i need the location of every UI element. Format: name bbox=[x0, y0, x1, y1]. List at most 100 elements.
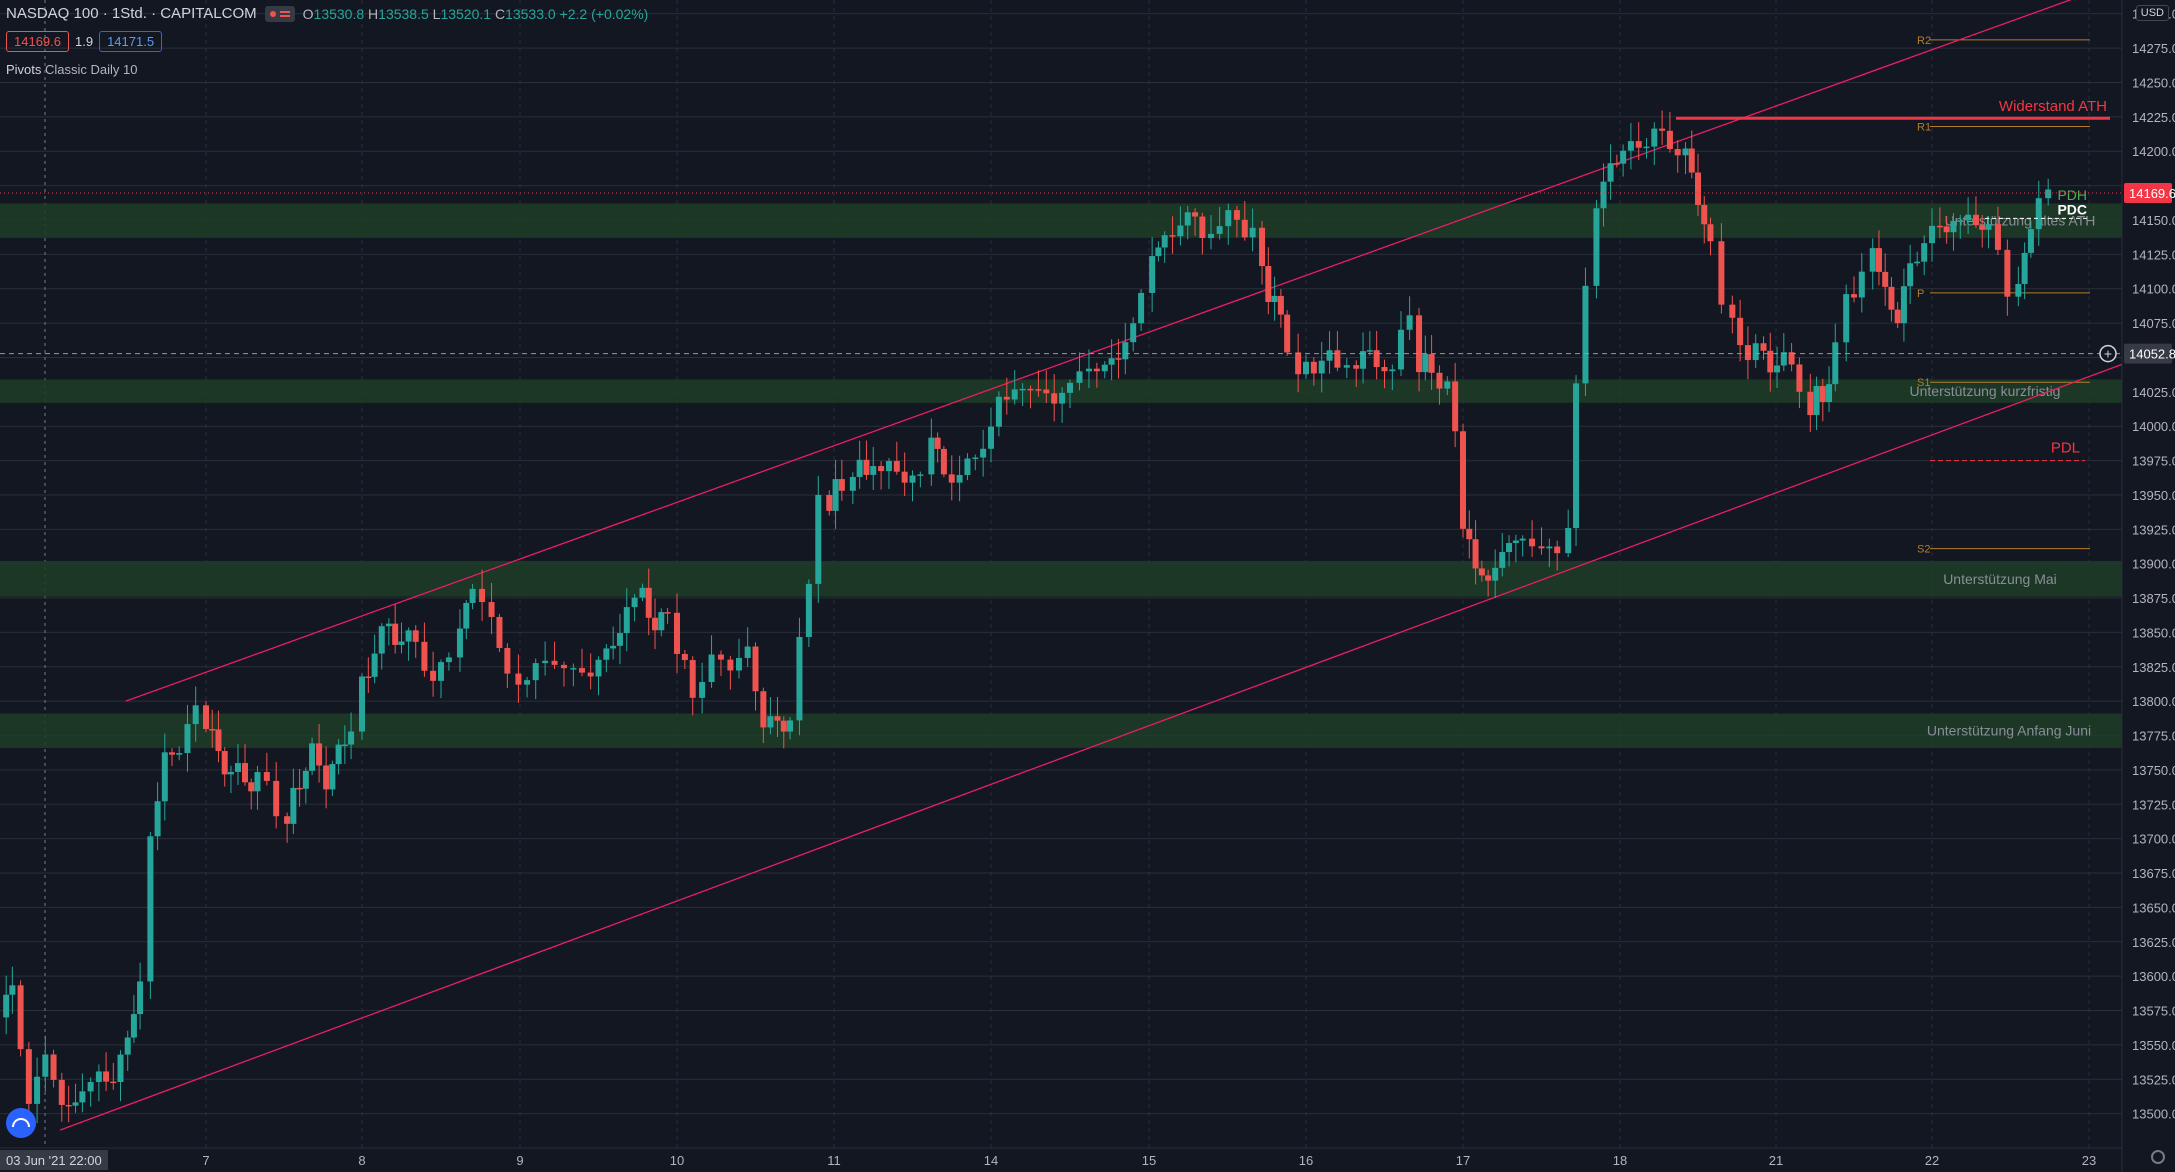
candle-body bbox=[1067, 382, 1073, 393]
tradingview-logo-icon[interactable] bbox=[6, 1108, 36, 1138]
visibility-toggle-icon[interactable] bbox=[264, 5, 295, 22]
candle-body bbox=[147, 836, 154, 982]
candle-body bbox=[176, 753, 183, 755]
candle-body bbox=[1796, 364, 1803, 392]
candle-body bbox=[774, 716, 781, 721]
candle-body bbox=[1718, 241, 1725, 305]
time-tick-label: 17 bbox=[1456, 1153, 1470, 1168]
candle-body bbox=[2015, 283, 2022, 297]
candle-body bbox=[124, 1037, 131, 1055]
candle-body bbox=[1843, 294, 1850, 343]
candle-body bbox=[1295, 352, 1302, 375]
price-tick-label: 13975.0 bbox=[2132, 454, 2175, 469]
time-tick-label: 10 bbox=[670, 1153, 684, 1168]
time-axis-bg bbox=[0, 1148, 2122, 1172]
candle-body bbox=[1780, 352, 1787, 366]
time-tick-label: 21 bbox=[1769, 1153, 1783, 1168]
candle-body bbox=[631, 597, 638, 608]
candle-body bbox=[1538, 546, 1545, 549]
candle-body bbox=[1452, 381, 1459, 432]
plus-icon[interactable]: + bbox=[2104, 346, 2112, 362]
candle-body bbox=[1674, 149, 1681, 156]
candle-body bbox=[309, 743, 316, 771]
candle-body bbox=[1303, 361, 1309, 375]
candle-body bbox=[1492, 567, 1499, 581]
add-alert-icon[interactable] bbox=[2099, 344, 2117, 363]
sell-button[interactable]: 14169.6 bbox=[6, 31, 69, 52]
candle-body bbox=[1416, 315, 1423, 373]
candle-body bbox=[1460, 431, 1466, 529]
price-axis[interactable]: 13500.0 13525.0 13550.0 13575.0 13600.0 13625… bbox=[2121, 0, 2175, 1172]
buy-button[interactable]: 14171.5 bbox=[99, 31, 163, 52]
candle-body bbox=[438, 662, 444, 681]
candle-body bbox=[560, 664, 567, 669]
candle-body bbox=[34, 1076, 41, 1104]
price-tick-label: 14275.0 bbox=[2132, 41, 2175, 56]
candle-body bbox=[110, 1081, 117, 1084]
candle-body bbox=[1499, 552, 1506, 568]
trade-buttons: 14169.6 1.9 14171.5 bbox=[6, 31, 163, 52]
candle-body bbox=[1035, 389, 1042, 391]
candle-body bbox=[1428, 354, 1435, 373]
candle-body bbox=[221, 751, 228, 775]
candle-body bbox=[1985, 224, 1992, 230]
candle-body bbox=[579, 668, 586, 673]
candle-body bbox=[1519, 538, 1526, 541]
candle-body bbox=[25, 1049, 32, 1104]
price-tick-label: 13550.0 bbox=[2132, 1038, 2175, 1053]
candle-body bbox=[1651, 128, 1658, 147]
candle-body bbox=[227, 771, 234, 775]
currency-button[interactable]: USD bbox=[2135, 5, 2169, 21]
candle-body bbox=[1115, 358, 1122, 360]
symbol-name[interactable]: NASDAQ 100 · 1Std. · CAPITALCOM bbox=[6, 5, 257, 22]
candle-body bbox=[1130, 323, 1137, 343]
candle-body bbox=[893, 460, 900, 472]
candle-body bbox=[1241, 219, 1248, 238]
time-tick-label: 23 bbox=[2082, 1153, 2096, 1168]
candle-body bbox=[1043, 389, 1050, 394]
candle-body bbox=[1184, 212, 1191, 226]
price-tick-label: 13500.0 bbox=[2132, 1107, 2175, 1122]
candle-body bbox=[658, 612, 665, 631]
widerstand-ath-label: Widerstand ATH bbox=[1999, 98, 2107, 115]
trend-channel[interactable] bbox=[59, 0, 2123, 1131]
candle-body bbox=[1729, 304, 1736, 318]
zone-altes-ath bbox=[0, 203, 2122, 238]
candle-body bbox=[1506, 543, 1513, 553]
candle-body bbox=[290, 787, 297, 824]
candle-body bbox=[87, 1082, 94, 1092]
symbol-legend: NASDAQ 100 · 1Std. · CAPITALCOM O13530.8… bbox=[6, 5, 648, 22]
price-tick-label: 13825.0 bbox=[2132, 660, 2175, 675]
time-tick-label: 16 bbox=[1299, 1153, 1313, 1168]
candle-body bbox=[616, 633, 623, 646]
candle-body bbox=[1565, 528, 1572, 554]
channel-upper-line[interactable] bbox=[125, 0, 2089, 702]
candle-body bbox=[964, 458, 971, 475]
candle-body bbox=[1108, 358, 1115, 365]
candle-body bbox=[1334, 350, 1341, 368]
candle-body bbox=[378, 626, 385, 654]
settings-gear-icon[interactable] bbox=[2151, 1150, 2165, 1164]
candle-body bbox=[1554, 546, 1561, 554]
price-tick-label: 13725.0 bbox=[2132, 797, 2175, 812]
candle-body bbox=[1760, 343, 1767, 351]
candle-body bbox=[1199, 216, 1206, 239]
candle-body bbox=[1169, 235, 1176, 237]
candle-body bbox=[595, 659, 602, 677]
candle-body bbox=[752, 646, 759, 692]
channel-lower-line[interactable] bbox=[59, 363, 2123, 1131]
candle-body bbox=[1620, 150, 1627, 164]
candle-body bbox=[1921, 243, 1928, 262]
price-tick-label: 14075.0 bbox=[2132, 316, 2175, 331]
candle-body bbox=[469, 588, 476, 603]
candle-body bbox=[1627, 141, 1634, 151]
candle-body bbox=[1643, 146, 1650, 149]
candle-body bbox=[885, 460, 892, 472]
price-tick-label: 13625.0 bbox=[2132, 935, 2175, 950]
candle-body bbox=[405, 630, 412, 642]
candle-body bbox=[1994, 224, 2001, 250]
time-axis[interactable]: 03 Jun '21 22:00 7 8 9 10 11 14 15 16 17 18 21 22 23 bbox=[0, 1147, 2122, 1172]
indicator-legend[interactable]: Pivots Classic Daily 10 bbox=[6, 62, 138, 77]
